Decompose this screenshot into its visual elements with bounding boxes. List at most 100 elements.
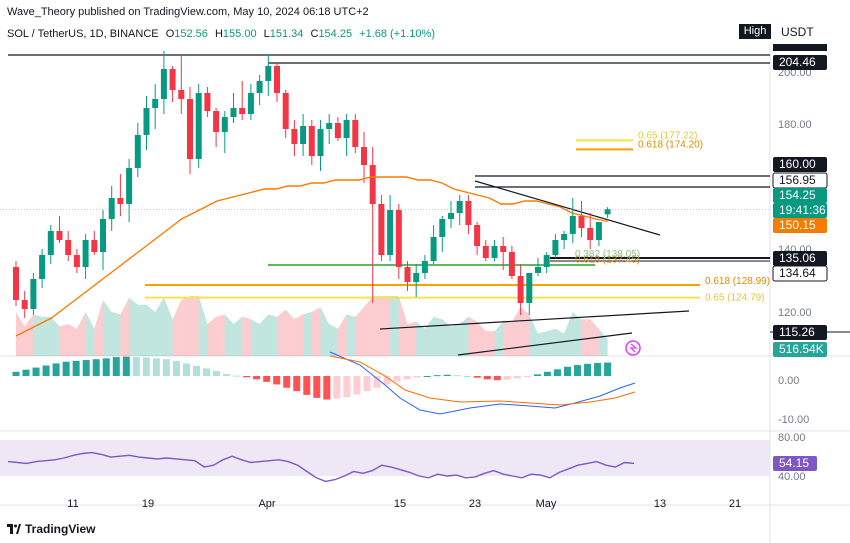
volume-area xyxy=(459,316,469,356)
low-value: 151.34 xyxy=(269,28,304,40)
candle-body xyxy=(239,108,246,114)
fib-label: 0.618 (174.20) xyxy=(638,139,703,150)
macd-bar xyxy=(253,376,261,380)
volume-area xyxy=(294,314,304,356)
volume-area xyxy=(233,316,243,356)
open-label: O xyxy=(165,28,175,40)
price-label: 156.95 xyxy=(779,173,816,187)
macd-bar xyxy=(293,376,301,392)
volume-area xyxy=(120,297,130,356)
volume-area xyxy=(477,321,486,356)
macd-bar xyxy=(243,376,251,378)
price-label: 516.54K xyxy=(779,342,824,356)
candle-body xyxy=(82,240,89,267)
price-label: 135.06 xyxy=(779,251,816,265)
candle-body xyxy=(421,261,428,273)
rsi-axis-tick: 40.00 xyxy=(778,471,806,483)
macd-bar xyxy=(393,376,401,382)
macd-bar xyxy=(553,369,561,376)
price-label-box xyxy=(773,157,827,172)
volume-area xyxy=(416,321,425,356)
macd-bar xyxy=(343,376,351,397)
high-button[interactable]: High xyxy=(739,24,771,39)
macd-line xyxy=(329,351,636,415)
volume-area xyxy=(198,296,208,356)
close-value: 154.25 xyxy=(318,28,353,40)
volume-area xyxy=(250,319,260,356)
rsi-value-box xyxy=(773,456,817,471)
macd-bar xyxy=(463,376,471,377)
macd-bar xyxy=(72,360,80,376)
candle-body xyxy=(413,273,420,282)
candle-body xyxy=(343,120,350,138)
volume-area xyxy=(59,324,69,356)
candle-body xyxy=(569,216,576,234)
candle-body xyxy=(291,129,298,144)
macd-bar xyxy=(523,376,531,377)
candle-body xyxy=(439,219,446,237)
candle-body xyxy=(334,123,341,138)
macd-bar xyxy=(363,376,371,392)
x-axis-tick: 11 xyxy=(67,498,78,510)
tradingview-brand[interactable]: TradingView xyxy=(7,522,95,536)
candle-body xyxy=(160,69,167,99)
macd-bar xyxy=(172,360,180,376)
volume-area xyxy=(320,307,330,356)
macd-bar xyxy=(513,376,521,379)
candle-body xyxy=(308,126,315,156)
candle-body xyxy=(430,237,437,261)
volume-area xyxy=(216,314,225,356)
macd-bar xyxy=(203,368,211,376)
ascending-support-line xyxy=(379,310,690,330)
volume-area xyxy=(346,314,356,356)
candle-body xyxy=(456,201,463,213)
brand-name: TradingView xyxy=(25,522,96,536)
alert-bolt-icon xyxy=(629,343,638,353)
high-label: H xyxy=(214,28,223,40)
rsi-axis-tick: 80.00 xyxy=(778,432,806,444)
ascending-support-line-2 xyxy=(457,332,633,356)
macd-bar xyxy=(112,357,120,376)
price-label: 150.15 xyxy=(779,218,816,232)
macd-bar xyxy=(223,373,231,376)
currency-selector[interactable]: USDT xyxy=(781,25,814,39)
macd-bar xyxy=(493,376,501,381)
volume-area xyxy=(50,316,60,356)
macd-bar xyxy=(543,371,551,376)
macd-bar xyxy=(604,362,612,376)
candle-body xyxy=(73,255,80,267)
volume-area xyxy=(76,312,86,356)
macd-bar xyxy=(403,376,411,380)
macd-bar xyxy=(62,361,70,376)
volume-area xyxy=(137,304,147,356)
candle-body xyxy=(65,240,72,255)
candle-body xyxy=(152,99,159,108)
high-value: 155.00 xyxy=(222,28,257,40)
volume-area xyxy=(485,331,495,356)
macd-bar xyxy=(162,359,170,376)
volume-area xyxy=(242,316,251,356)
candle-body xyxy=(230,108,237,117)
candle-body xyxy=(143,108,150,135)
volume-area xyxy=(398,296,408,356)
candle-body xyxy=(204,93,211,111)
alert-icon[interactable] xyxy=(625,340,641,356)
candle-body xyxy=(491,246,498,258)
descending-trendline xyxy=(474,180,661,236)
x-axis-tick: 21 xyxy=(729,498,741,510)
volume-area xyxy=(277,309,286,356)
volume-area xyxy=(190,296,199,356)
fib-label: 0.65 (177.22) xyxy=(638,130,698,141)
macd-bar xyxy=(192,365,200,376)
candle-body xyxy=(247,93,254,114)
macd-bar xyxy=(12,371,20,376)
macd-bar xyxy=(323,376,331,400)
candle-body xyxy=(56,231,63,240)
symbol-name[interactable]: SOL / TetherUS, 1D, BINANCE xyxy=(7,28,159,40)
candle-body xyxy=(282,93,289,129)
macd-bar xyxy=(423,376,431,377)
volume-area xyxy=(207,316,217,356)
price-label: 154.25 xyxy=(779,188,816,202)
macd-axis-tick: -10.00 xyxy=(778,414,809,426)
